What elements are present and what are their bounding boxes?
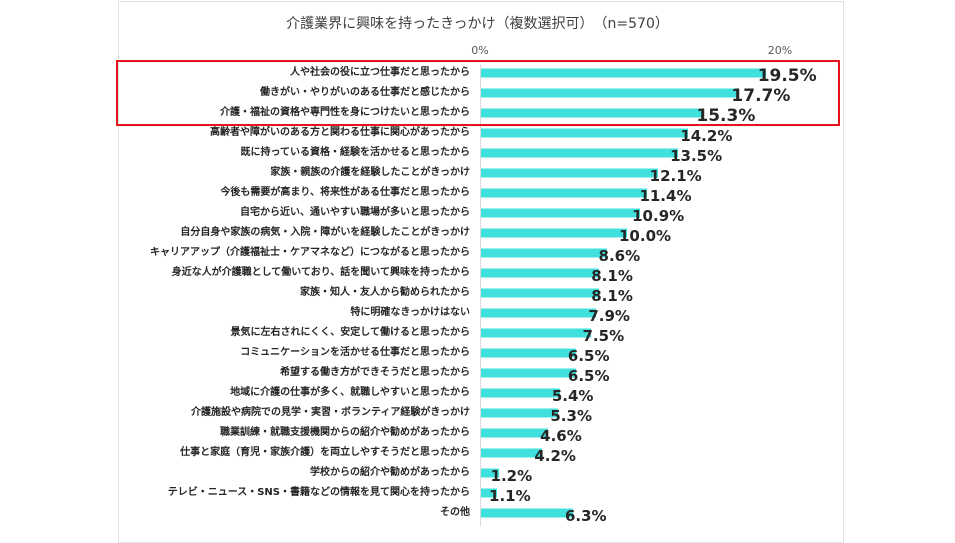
category-label: 既に持っている資格・経験を活かせると思ったから bbox=[240, 147, 471, 158]
value-label: 14.2% bbox=[680, 127, 733, 145]
category-label: テレビ・ニュース・SNS・書籍などの情報を見て関心を持ったから bbox=[167, 487, 470, 498]
category-label: 自宅から近い、通いやすい職場が多いと思ったから bbox=[240, 207, 470, 218]
category-label: 職業訓練・就職支援機関からの紹介や勧めがあったから bbox=[220, 427, 470, 438]
value-label: 7.5% bbox=[582, 327, 625, 345]
value-label: 4.6% bbox=[540, 427, 582, 445]
value-label: 1.1% bbox=[489, 487, 531, 505]
bar bbox=[481, 408, 559, 418]
category-label: 介護・福祉の資格や専門性を身につけたいと思ったから bbox=[220, 107, 470, 118]
value-label: 10.0% bbox=[619, 227, 672, 245]
bar bbox=[481, 468, 499, 478]
bar bbox=[481, 228, 627, 238]
category-label: 今後も需要が高まり、将来性がある仕事だと思ったから bbox=[220, 187, 470, 198]
value-label: 8.1% bbox=[591, 287, 633, 305]
category-label: 仕事と家庭（育児・家族介護）を両立しやすそうだと思ったから bbox=[180, 447, 470, 458]
value-label: 12.1% bbox=[649, 167, 702, 185]
category-label: 人や社会の役に立つ仕事だと思ったから bbox=[290, 67, 470, 78]
category-label: その他 bbox=[440, 507, 470, 518]
value-label: 4.2% bbox=[534, 447, 576, 465]
bar bbox=[481, 328, 591, 338]
value-label: 13.5% bbox=[670, 147, 723, 165]
bar bbox=[481, 388, 560, 398]
bar bbox=[481, 148, 679, 158]
chart-title: 介護業界に興味を持ったきっかけ（複数選択可） （n=570） bbox=[286, 16, 669, 32]
x-tick-label: 20% bbox=[767, 44, 793, 57]
y-axis-line bbox=[480, 64, 481, 526]
category-label: コミュニケーションを活かせる仕事だと思ったから bbox=[240, 347, 470, 358]
category-label: 景気に左右されにくく、安定して働けると思ったから bbox=[230, 327, 471, 338]
value-label: 17.7% bbox=[731, 86, 791, 106]
value-label: 19.5% bbox=[757, 66, 817, 86]
category-label: 希望する働き方ができそうだと思ったから bbox=[280, 367, 470, 378]
bar bbox=[481, 348, 576, 358]
value-label: 10.9% bbox=[632, 207, 685, 225]
bar bbox=[481, 168, 658, 178]
bar bbox=[481, 188, 648, 198]
bar bbox=[481, 288, 600, 298]
bar bbox=[481, 308, 597, 318]
bar bbox=[481, 428, 549, 438]
value-label: 8.1% bbox=[591, 267, 633, 285]
bar bbox=[481, 448, 543, 458]
value-label: 6.5% bbox=[567, 347, 610, 365]
category-label: 身近な人が介護職として働いており、話を聞いて興味を持ったから bbox=[171, 267, 470, 278]
value-label: 8.6% bbox=[598, 247, 641, 265]
category-label: 家族・親族の介護を経験したことがきっかけ bbox=[270, 167, 470, 178]
category-label: 学校からの紹介や勧めがあったから bbox=[310, 467, 470, 478]
value-label: 6.3% bbox=[564, 507, 607, 525]
category-label: 働きがい・やりがいのある仕事だと感じたから bbox=[260, 87, 470, 98]
x-tick-label: 0% bbox=[471, 44, 489, 57]
category-label: 特に明確なきっかけはない bbox=[350, 307, 470, 318]
bar bbox=[481, 368, 576, 378]
value-label: 6.5% bbox=[567, 367, 610, 385]
bar bbox=[481, 488, 498, 498]
highlight-box bbox=[116, 60, 840, 126]
value-label: 7.9% bbox=[588, 307, 630, 325]
bar bbox=[481, 108, 705, 118]
bar bbox=[481, 208, 641, 218]
category-label: 介護施設や病院での見学・実習・ボランティア経験がきっかけ bbox=[191, 407, 470, 418]
bar bbox=[481, 508, 573, 518]
category-label: 高齢者や障がいのある方と関わる仕事に関心があったから bbox=[210, 127, 470, 138]
bar bbox=[481, 88, 740, 98]
value-label: 11.4% bbox=[639, 187, 692, 205]
bar bbox=[481, 248, 607, 258]
category-label: キャリアアップ（介護福祉士・ケアマネなど）につながると思ったから bbox=[150, 247, 470, 258]
value-label: 5.3% bbox=[550, 407, 592, 425]
bar bbox=[481, 68, 766, 78]
value-label: 1.2% bbox=[490, 467, 533, 485]
bar bbox=[481, 128, 689, 138]
category-label: 自分自身や家族の病気・入院・障がいを経験したことがきっかけ bbox=[180, 227, 470, 238]
bar bbox=[481, 268, 600, 278]
category-label: 地域に介護の仕事が多く、就職しやすいと思ったから bbox=[230, 387, 470, 398]
category-label: 家族・知人・友人から勧められたから bbox=[300, 287, 470, 298]
value-label: 5.4% bbox=[551, 387, 594, 405]
value-label: 15.3% bbox=[696, 106, 756, 126]
